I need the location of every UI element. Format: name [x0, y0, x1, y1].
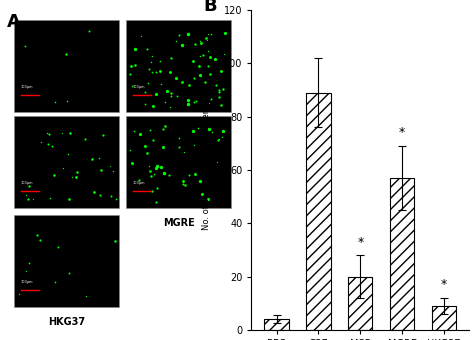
- Bar: [306, 93, 330, 330]
- Text: 100μm: 100μm: [133, 181, 146, 185]
- Text: PBS: PBS: [56, 122, 77, 132]
- Text: *: *: [441, 278, 447, 291]
- Text: 100μm: 100μm: [21, 280, 33, 284]
- Bar: [14, 116, 119, 208]
- Text: 100μm: 100μm: [133, 85, 146, 89]
- Bar: [14, 20, 119, 113]
- Text: G37: G37: [168, 122, 189, 132]
- Text: A: A: [7, 13, 21, 31]
- Text: HKG37: HKG37: [48, 317, 85, 327]
- Bar: [348, 276, 373, 330]
- Bar: [14, 215, 119, 307]
- Bar: [126, 20, 231, 113]
- Text: MS5: MS5: [55, 218, 78, 228]
- Bar: [390, 178, 414, 330]
- Text: *: *: [357, 236, 364, 249]
- Y-axis label: No. of cells settled down per
optical field: No. of cells settled down per optical fi…: [201, 110, 221, 230]
- Text: B: B: [203, 0, 217, 15]
- Text: MGRE: MGRE: [163, 218, 194, 228]
- Bar: [126, 116, 231, 208]
- Bar: [432, 306, 456, 330]
- Text: 100μm: 100μm: [21, 181, 33, 185]
- Text: 100μm: 100μm: [21, 85, 33, 89]
- Text: *: *: [399, 126, 405, 139]
- Bar: [264, 319, 289, 330]
